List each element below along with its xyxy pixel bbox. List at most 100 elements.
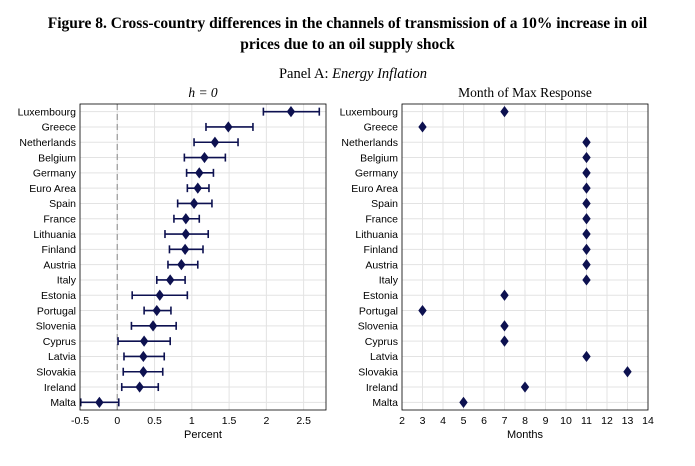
right-marks [418,106,632,408]
point-belgium [183,151,227,164]
point-portugal [143,304,172,317]
point-euro-area [186,182,210,194]
point-malta [459,396,468,408]
y-tick-label-belgium: Belgium [38,152,76,164]
x-tick-label: 3 [420,415,426,427]
x-tick-label: 11 [581,415,592,427]
y-tick-label-netherlands: Netherlands [19,137,76,149]
diamond-marker [200,151,209,164]
diamond-marker [623,366,632,378]
y-tick-label-luxembourg: Luxembourg [340,106,399,118]
y-tick-label-austria: Austria [365,259,398,271]
diamond-marker [582,243,591,255]
point-portugal [418,304,427,317]
y-tick-label-portugal: Portugal [359,305,398,317]
point-finland [582,243,591,255]
right-x-axis-label: Months [507,429,544,441]
diamond-marker [286,106,296,118]
left-chart-panel: h = 0 Luxembourg Greece Netherlands Belgium… [18,85,327,441]
diamond-marker [181,228,191,240]
point-malta [79,396,120,408]
x-tick-label: 2 [263,415,269,427]
y-tick-label-lithuania: Lithuania [355,229,398,241]
point-latvia [123,350,166,363]
diamond-marker [582,350,591,363]
point-lithuania [164,228,210,240]
diamond-marker [500,335,509,347]
diamond-marker [210,136,220,148]
y-tick-label-lithuania: Lithuania [33,229,76,241]
x-tick-label: 5 [461,415,467,427]
y-tick-label-france: France [43,213,76,225]
y-tick-label-germany: Germany [355,168,399,180]
point-austria [582,259,591,271]
figure-title-line-1: Figure 8. Cross-country differences in t… [48,15,648,32]
point-spain [582,197,591,210]
diamond-marker [418,304,427,317]
y-tick-label-austria: Austria [43,259,76,271]
y-tick-label-slovenia: Slovenia [36,321,76,333]
right-grid [401,104,649,410]
diamond-marker [418,121,427,133]
point-slovakia [623,366,632,378]
y-tick-label-slovenia: Slovenia [358,321,398,333]
diamond-marker [500,320,509,332]
left-grid [79,104,326,410]
point-greece [205,121,254,133]
point-slovenia [500,320,509,332]
diamond-marker [582,259,591,271]
y-tick-label-germany: Germany [33,168,77,180]
x-tick-label: 2 [399,415,405,427]
y-tick-label-malta: Malta [372,397,398,409]
x-tick-label: 6 [481,415,487,427]
y-tick-label-cyprus: Cyprus [43,336,76,348]
diamond-marker [139,350,148,363]
point-netherlands [582,136,591,148]
point-estonia [131,289,189,301]
point-france [582,213,591,225]
point-estonia [500,289,509,301]
diamond-marker [95,396,104,408]
diamond-marker [135,381,144,393]
diamond-marker [582,182,591,194]
x-tick-label: 4 [440,415,446,427]
diamond-marker [177,259,186,271]
diamond-marker [193,182,202,194]
panel-title: Panel A: Energy Inflation [279,66,427,82]
y-tick-label-latvia: Latvia [48,351,76,363]
point-latvia [582,350,591,363]
point-spain [176,197,213,210]
y-tick-label-euro-area: Euro Area [29,183,76,195]
diamond-marker [582,167,591,179]
point-slovakia [122,366,164,378]
left-marks [79,106,321,408]
diamond-marker [152,304,161,317]
y-tick-label-euro-area: Euro Area [351,183,398,195]
point-belgium [582,151,591,164]
point-germany [185,167,215,179]
point-italy [155,274,186,286]
y-tick-label-italy: Italy [379,275,399,287]
y-tick-label-ireland: Ireland [366,382,398,394]
x-tick-label: 13 [622,415,634,427]
point-finland [168,243,204,255]
point-luxembourg [262,106,321,118]
diamond-marker [181,213,191,225]
x-tick-label: 1 [189,415,195,427]
point-france [173,213,201,225]
point-netherlands [193,136,239,148]
point-ireland [120,381,160,393]
y-tick-label-portugal: Portugal [37,305,76,317]
y-tick-label-italy: Italy [57,275,77,287]
point-luxembourg [500,106,509,118]
diamond-marker [224,121,233,133]
x-tick-label: -0.5 [71,415,89,427]
right-chart-title: Month of Max Response [458,85,592,100]
y-tick-label-netherlands: Netherlands [341,137,398,149]
x-tick-label: 8 [522,415,528,427]
diamond-marker [582,228,591,240]
diamond-marker [155,289,164,301]
left-x-ticks: -0.5 0 0.5 1 1.5 2 2.5 [71,415,311,427]
diamond-marker [166,274,175,286]
